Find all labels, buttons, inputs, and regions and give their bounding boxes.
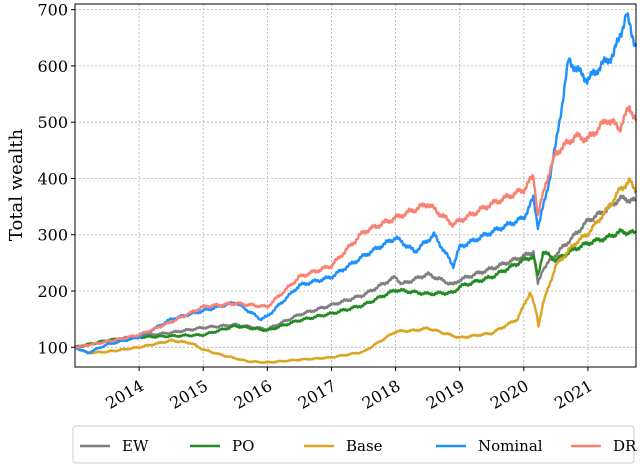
series-line-base: [74, 177, 638, 364]
legend-label-dr: DR: [613, 437, 637, 455]
y-tick-label: 300: [37, 226, 68, 245]
y-tick-label: 500: [37, 113, 68, 132]
x-tick-label: 2021: [551, 376, 596, 413]
series-line-po: [74, 228, 638, 349]
legend-label-base: Base: [346, 437, 383, 455]
series-line-ew: [74, 194, 638, 349]
series-line-nominal: [74, 12, 638, 355]
legend-box: [72, 425, 635, 464]
x-axis: 2014 2015 2016 2017 2018 2019 2020 2021: [102, 367, 596, 413]
series-lines: [74, 12, 638, 364]
x-tick-label: 2014: [102, 376, 147, 413]
x-tick-label: 2020: [487, 376, 532, 413]
y-axis: 100 200 300 400 500 600 700: [37, 1, 75, 357]
legend-label-ew: EW: [122, 437, 149, 455]
grid: [75, 4, 636, 367]
y-tick-label: 400: [37, 169, 68, 188]
series-line-dr: [74, 104, 638, 350]
legend-label-po: PO: [232, 437, 254, 455]
legend: EW PO Base Nominal DR: [72, 425, 637, 464]
x-tick-label: 2019: [423, 376, 468, 413]
plot-frame: [74, 3, 637, 368]
y-tick-label: 700: [37, 1, 68, 20]
y-tick-label: 200: [37, 282, 68, 301]
y-tick-label: 100: [37, 338, 68, 357]
y-axis-label: Total wealth: [6, 128, 27, 241]
x-tick-label: 2017: [295, 376, 340, 413]
legend-label-nominal: Nominal: [478, 437, 543, 455]
x-tick-label: 2015: [166, 376, 211, 413]
y-tick-label: 600: [37, 57, 68, 76]
x-tick-label: 2016: [231, 376, 276, 413]
x-tick-label: 2018: [359, 376, 404, 413]
